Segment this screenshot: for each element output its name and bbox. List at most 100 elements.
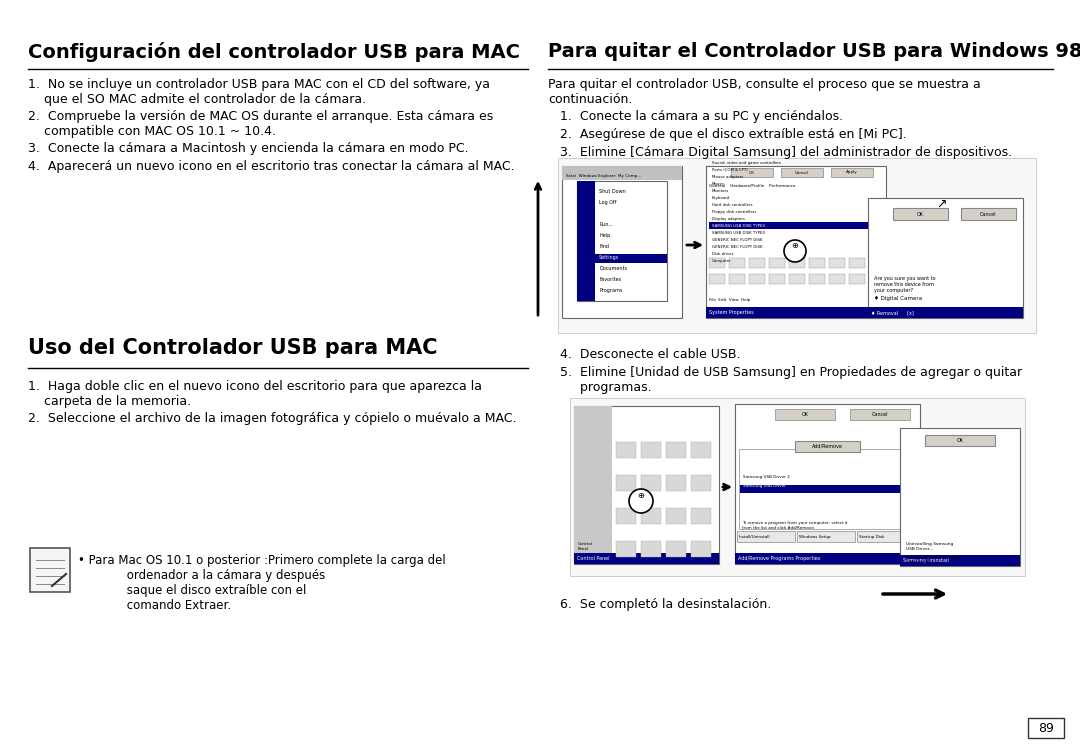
- Bar: [781, 168, 823, 177]
- Bar: [731, 168, 773, 177]
- Text: Floppy disk controllers: Floppy disk controllers: [712, 210, 756, 214]
- Bar: [706, 166, 886, 318]
- Bar: [562, 166, 681, 180]
- Text: Start  Windows Explorer  My Comp...: Start Windows Explorer My Comp...: [566, 174, 642, 178]
- Text: Run...: Run...: [599, 222, 612, 227]
- Text: Shut Down: Shut Down: [599, 189, 625, 194]
- Bar: [858, 531, 915, 542]
- Bar: [642, 475, 661, 491]
- Bar: [829, 274, 845, 284]
- Text: Mouse: Mouse: [712, 182, 725, 186]
- Bar: [666, 475, 686, 491]
- Bar: [708, 222, 883, 229]
- Bar: [616, 508, 636, 524]
- Text: 89: 89: [1038, 721, 1054, 735]
- Bar: [616, 475, 636, 491]
- Text: Install/Uninstall: Install/Uninstall: [739, 535, 770, 539]
- Text: ↗: ↗: [936, 198, 946, 211]
- Text: Settings: Settings: [599, 255, 619, 260]
- Bar: [30, 548, 70, 592]
- Bar: [642, 508, 661, 524]
- Text: Find: Find: [599, 244, 609, 249]
- Text: Hard disk controllers: Hard disk controllers: [712, 203, 753, 207]
- Text: Uninstalling Samsung
USB Driver...

This may take a moment,
please wait...: Uninstalling Samsung USB Driver... This …: [906, 542, 961, 565]
- Bar: [900, 555, 1020, 566]
- Text: 4.  Desconecte el cable USB.: 4. Desconecte el cable USB.: [548, 348, 741, 361]
- Text: Cancel: Cancel: [980, 212, 996, 216]
- Text: Cancel: Cancel: [795, 171, 809, 175]
- Text: Para quitar el controlador USB, consulte el proceso que se muestra a
continuació: Para quitar el controlador USB, consulte…: [548, 78, 981, 106]
- Bar: [691, 541, 711, 557]
- Text: 4.  Aparecerá un nuevo icono en el escritorio tras conectar la cámara al MAC.: 4. Aparecerá un nuevo icono en el escrit…: [28, 160, 515, 173]
- Text: Samsung USB Driver: Samsung USB Driver: [743, 484, 786, 488]
- Bar: [642, 541, 661, 557]
- Bar: [691, 442, 711, 458]
- Bar: [666, 508, 686, 524]
- Bar: [691, 475, 711, 491]
- Text: Computer: Computer: [712, 259, 731, 263]
- Bar: [924, 435, 995, 446]
- Text: Samsung USB Driver 2: Samsung USB Driver 2: [743, 475, 789, 479]
- Text: OK: OK: [917, 212, 923, 216]
- Text: Keyboard: Keyboard: [712, 196, 730, 200]
- Bar: [616, 442, 636, 458]
- Bar: [708, 258, 725, 268]
- Text: Display adapters: Display adapters: [712, 217, 745, 221]
- Text: Ports (COM & LPT): Ports (COM & LPT): [712, 168, 747, 172]
- Text: ⊕: ⊕: [637, 492, 645, 501]
- Bar: [797, 531, 855, 542]
- Bar: [570, 398, 1025, 576]
- Bar: [735, 553, 920, 564]
- Bar: [868, 307, 1023, 318]
- Text: • Para Mac OS 10.1 o posterior :Primero complete la carga del
             orden: • Para Mac OS 10.1 o posterior :Primero …: [78, 554, 446, 612]
- Bar: [666, 541, 686, 557]
- Text: File  Edit  View  Help: File Edit View Help: [708, 298, 751, 302]
- Bar: [573, 553, 719, 564]
- Bar: [573, 406, 719, 564]
- Bar: [850, 409, 910, 420]
- Bar: [706, 307, 886, 318]
- Text: GENERIC NEC FLOPY DISK: GENERIC NEC FLOPY DISK: [712, 245, 762, 249]
- Text: General    Hardware/Profile    Performance: General Hardware/Profile Performance: [708, 184, 795, 188]
- Text: Favorites: Favorites: [599, 277, 621, 282]
- Text: 1.  Conecte la cámara a su PC y enciéndalos.: 1. Conecte la cámara a su PC y enciéndal…: [548, 110, 843, 123]
- Bar: [616, 541, 636, 557]
- Text: 3.  Elimine [Cámara Digital Samsung] del administrador de dispositivos.: 3. Elimine [Cámara Digital Samsung] del …: [548, 146, 1012, 159]
- Text: Monitors: Monitors: [712, 189, 729, 193]
- Bar: [666, 442, 686, 458]
- Text: OK: OK: [750, 171, 755, 175]
- Text: Control
Panel: Control Panel: [578, 542, 593, 551]
- Bar: [775, 409, 835, 420]
- Text: Samsung Uninstall: Samsung Uninstall: [903, 558, 948, 563]
- Bar: [769, 274, 785, 284]
- Bar: [831, 168, 873, 177]
- Bar: [562, 166, 681, 318]
- Bar: [577, 181, 667, 301]
- Bar: [558, 158, 1036, 333]
- Text: Add/Remove: Add/Remove: [811, 444, 842, 448]
- Text: Programs: Programs: [599, 288, 622, 293]
- Bar: [737, 531, 795, 542]
- Text: Apply: Apply: [846, 171, 858, 175]
- Text: GENERIC NEC FLOPY DISK: GENERIC NEC FLOPY DISK: [712, 238, 762, 242]
- Bar: [739, 449, 916, 529]
- Text: 3.  Conecte la cámara a Macintosh y encienda la cámara en modo PC.: 3. Conecte la cámara a Macintosh y encie…: [28, 142, 469, 155]
- Bar: [642, 442, 661, 458]
- Bar: [795, 441, 860, 452]
- Text: To remove a program from your computer, select it
from the list and click Add/Re: To remove a program from your computer, …: [742, 521, 848, 530]
- Text: Are you sure you want to
remove this device from
your computer?: Are you sure you want to remove this dev…: [874, 276, 935, 292]
- Text: Control Panel: Control Panel: [577, 556, 609, 561]
- Text: Disk drives: Disk drives: [712, 252, 733, 256]
- Bar: [900, 428, 1020, 566]
- Bar: [577, 181, 595, 301]
- Text: Uso del Controlador USB para MAC: Uso del Controlador USB para MAC: [28, 338, 437, 358]
- Text: 6.  Se completó la desinstalación.: 6. Se completó la desinstalación.: [548, 598, 771, 611]
- Bar: [893, 208, 948, 220]
- Text: 2.  Seleccione el archivo de la imagen fotográfica y cópielo o muévalo a MAC.: 2. Seleccione el archivo de la imagen fo…: [28, 412, 516, 425]
- Text: 2.  Asegúrese de que el disco extraíble está en [Mi PC].: 2. Asegúrese de que el disco extraíble e…: [548, 128, 907, 141]
- Text: ⊕: ⊕: [792, 242, 798, 251]
- Text: Sound, video and game controllers: Sound, video and game controllers: [712, 161, 781, 165]
- Bar: [708, 274, 725, 284]
- Bar: [729, 274, 745, 284]
- Bar: [789, 274, 805, 284]
